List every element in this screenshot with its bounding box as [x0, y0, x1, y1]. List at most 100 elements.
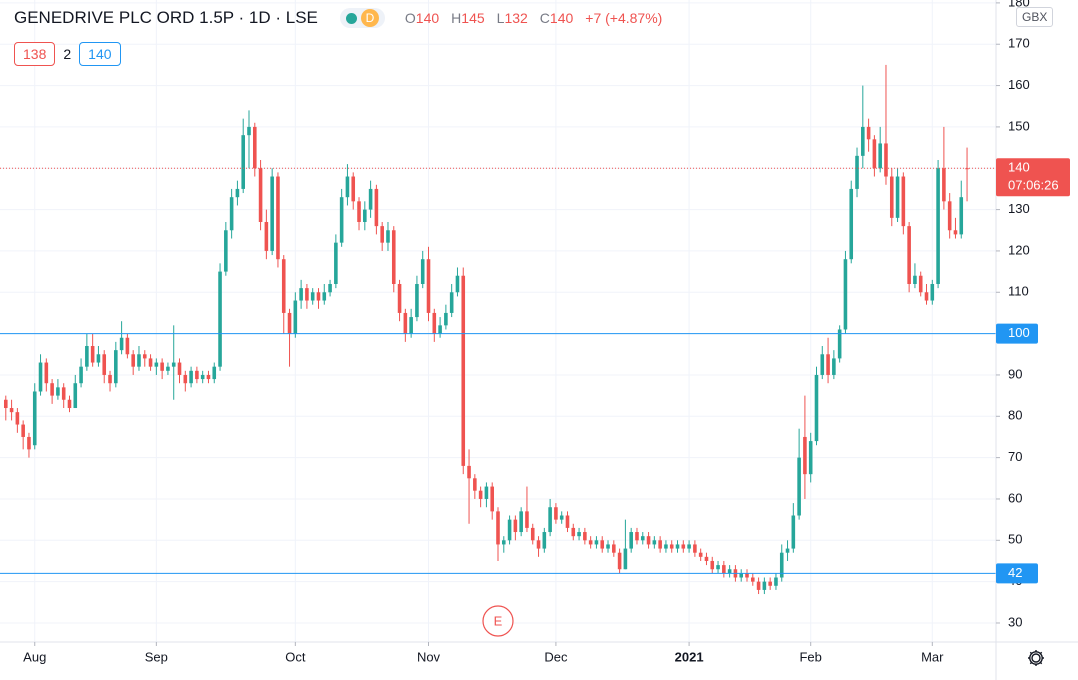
candle-body [32, 391, 37, 446]
candle-body [675, 544, 680, 549]
candle-body [409, 317, 413, 334]
candle-body [61, 387, 66, 400]
candle-body [79, 366, 83, 384]
candle-body [669, 544, 674, 549]
candle-body [513, 519, 518, 533]
candle-body [438, 325, 442, 334]
candle-body [907, 226, 911, 285]
candle-body [252, 126, 257, 169]
candle-body [687, 544, 691, 549]
y-tick-label: 30 [1008, 614, 1022, 629]
candle-body [108, 374, 112, 384]
x-tick-label: Sep [145, 649, 168, 664]
candle-body [791, 515, 796, 549]
candle-body [965, 168, 969, 170]
candle-body [588, 540, 593, 545]
candle-body [368, 188, 373, 210]
candle-body [397, 284, 402, 313]
candle-body [299, 288, 303, 301]
candle-body [56, 387, 60, 396]
candle-body [768, 581, 772, 586]
candle-body [617, 552, 622, 570]
candle-body [918, 275, 923, 293]
status-badge[interactable]: D [339, 8, 385, 28]
candle-body [820, 354, 825, 375]
plot-area: E [0, 64, 996, 637]
candle-body [3, 399, 8, 409]
y-tick-label: 80 [1008, 408, 1022, 423]
candle-body [206, 374, 211, 380]
spread: 2 [63, 46, 72, 62]
candle-body [947, 201, 952, 231]
candle-body [137, 354, 141, 367]
x-tick-label: 2021 [675, 649, 704, 664]
candle-body [131, 354, 135, 367]
candle-body [119, 337, 124, 351]
candle-body [797, 457, 801, 516]
candle-body [212, 366, 217, 380]
candle-body [96, 354, 101, 363]
candle-body [507, 519, 512, 541]
candle-body [380, 226, 384, 243]
level-tag-label: 100 [1008, 325, 1030, 340]
candle-body [646, 536, 651, 545]
candle-body [148, 358, 153, 367]
bid[interactable]: 138 [14, 42, 56, 66]
candle-body [693, 544, 697, 553]
candle-body [600, 540, 605, 549]
candle-body [866, 126, 871, 140]
candle-body [623, 548, 628, 570]
candle-body [50, 383, 54, 396]
legend: GENEDRIVE PLC ORD 1.5P · 1D · LSE D O140… [14, 8, 662, 28]
candle-body [577, 532, 581, 537]
candle-body [264, 221, 269, 251]
event-marker [482, 605, 514, 637]
candle-body [386, 230, 390, 243]
candle-body [779, 552, 784, 578]
candle-body [328, 284, 332, 293]
candle-body [837, 329, 842, 359]
candle-body [594, 540, 599, 545]
candle-body [339, 197, 344, 243]
currency-button[interactable]: GBX [1016, 7, 1054, 27]
candle-body [90, 346, 95, 363]
candle-body [722, 565, 726, 574]
candle-body [142, 354, 147, 359]
candle-body [583, 532, 587, 541]
status-dot [345, 12, 357, 24]
candle-body [936, 168, 940, 285]
candle-body [270, 176, 274, 251]
candle-body [391, 230, 396, 285]
candle-body [160, 362, 164, 371]
event-label: E [494, 613, 503, 628]
candle-body [27, 436, 31, 450]
countdown-label: 07:06:26 [1008, 178, 1059, 193]
settings-icon[interactable] [1028, 650, 1044, 666]
candle-body [536, 540, 541, 549]
candle-body [276, 176, 280, 260]
candle-body [530, 527, 535, 541]
candle-body [444, 312, 448, 326]
candle-body [73, 383, 78, 409]
candle-body [849, 188, 854, 260]
candle-body [195, 370, 199, 380]
candle-body [942, 168, 946, 202]
last-price-tag [996, 158, 1070, 197]
candle-body [67, 399, 72, 409]
candle-body [872, 139, 877, 169]
candle-body [745, 573, 749, 578]
candle-body [750, 577, 755, 582]
candle-body [125, 337, 130, 355]
y-tick-label: 120 [1008, 242, 1030, 257]
candle-body [716, 565, 720, 570]
candle-body [449, 292, 454, 313]
candle-body [374, 188, 379, 227]
candle-body [351, 176, 356, 202]
candle-body [189, 370, 193, 384]
candle-body [756, 581, 761, 590]
ask[interactable]: 140 [79, 42, 121, 66]
candle-body [762, 581, 767, 590]
candle-body [305, 288, 309, 301]
candle-body [357, 201, 361, 222]
candle-body [177, 362, 182, 375]
